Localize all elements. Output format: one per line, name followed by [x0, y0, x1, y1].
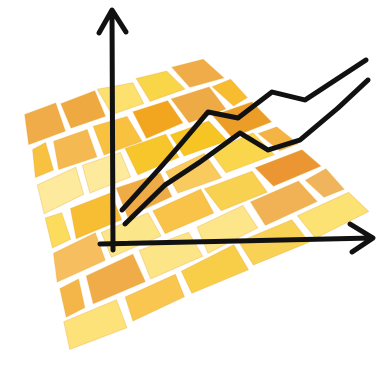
brick — [92, 115, 143, 156]
brick — [36, 166, 85, 215]
brick — [60, 90, 107, 129]
brick — [203, 170, 268, 212]
brick — [132, 100, 184, 140]
brick — [52, 232, 106, 283]
brick — [135, 70, 186, 103]
brick — [254, 149, 322, 187]
brick — [44, 212, 72, 249]
x-axis — [97, 235, 375, 247]
brick — [124, 273, 186, 322]
brick — [211, 101, 273, 138]
brick — [24, 102, 66, 146]
brick — [249, 180, 318, 227]
line-upper — [119, 57, 369, 213]
line-lower — [122, 77, 371, 227]
brick — [124, 133, 180, 176]
brick — [180, 244, 250, 294]
brick — [211, 78, 249, 107]
brick — [63, 299, 128, 351]
y-arrow — [96, 7, 129, 36]
brick — [152, 188, 215, 235]
y-axis — [109, 9, 116, 253]
brick — [81, 151, 132, 194]
brick — [32, 141, 55, 179]
drawing — [96, 7, 376, 255]
brick — [85, 253, 146, 305]
brick — [59, 278, 86, 318]
brick — [53, 128, 98, 171]
brick — [164, 152, 223, 194]
x-arrow — [347, 221, 376, 255]
brick — [296, 191, 370, 239]
brick-pavement — [24, 58, 370, 351]
brick — [69, 192, 123, 240]
brick — [96, 82, 145, 116]
brick — [304, 168, 345, 198]
brick — [170, 58, 225, 88]
